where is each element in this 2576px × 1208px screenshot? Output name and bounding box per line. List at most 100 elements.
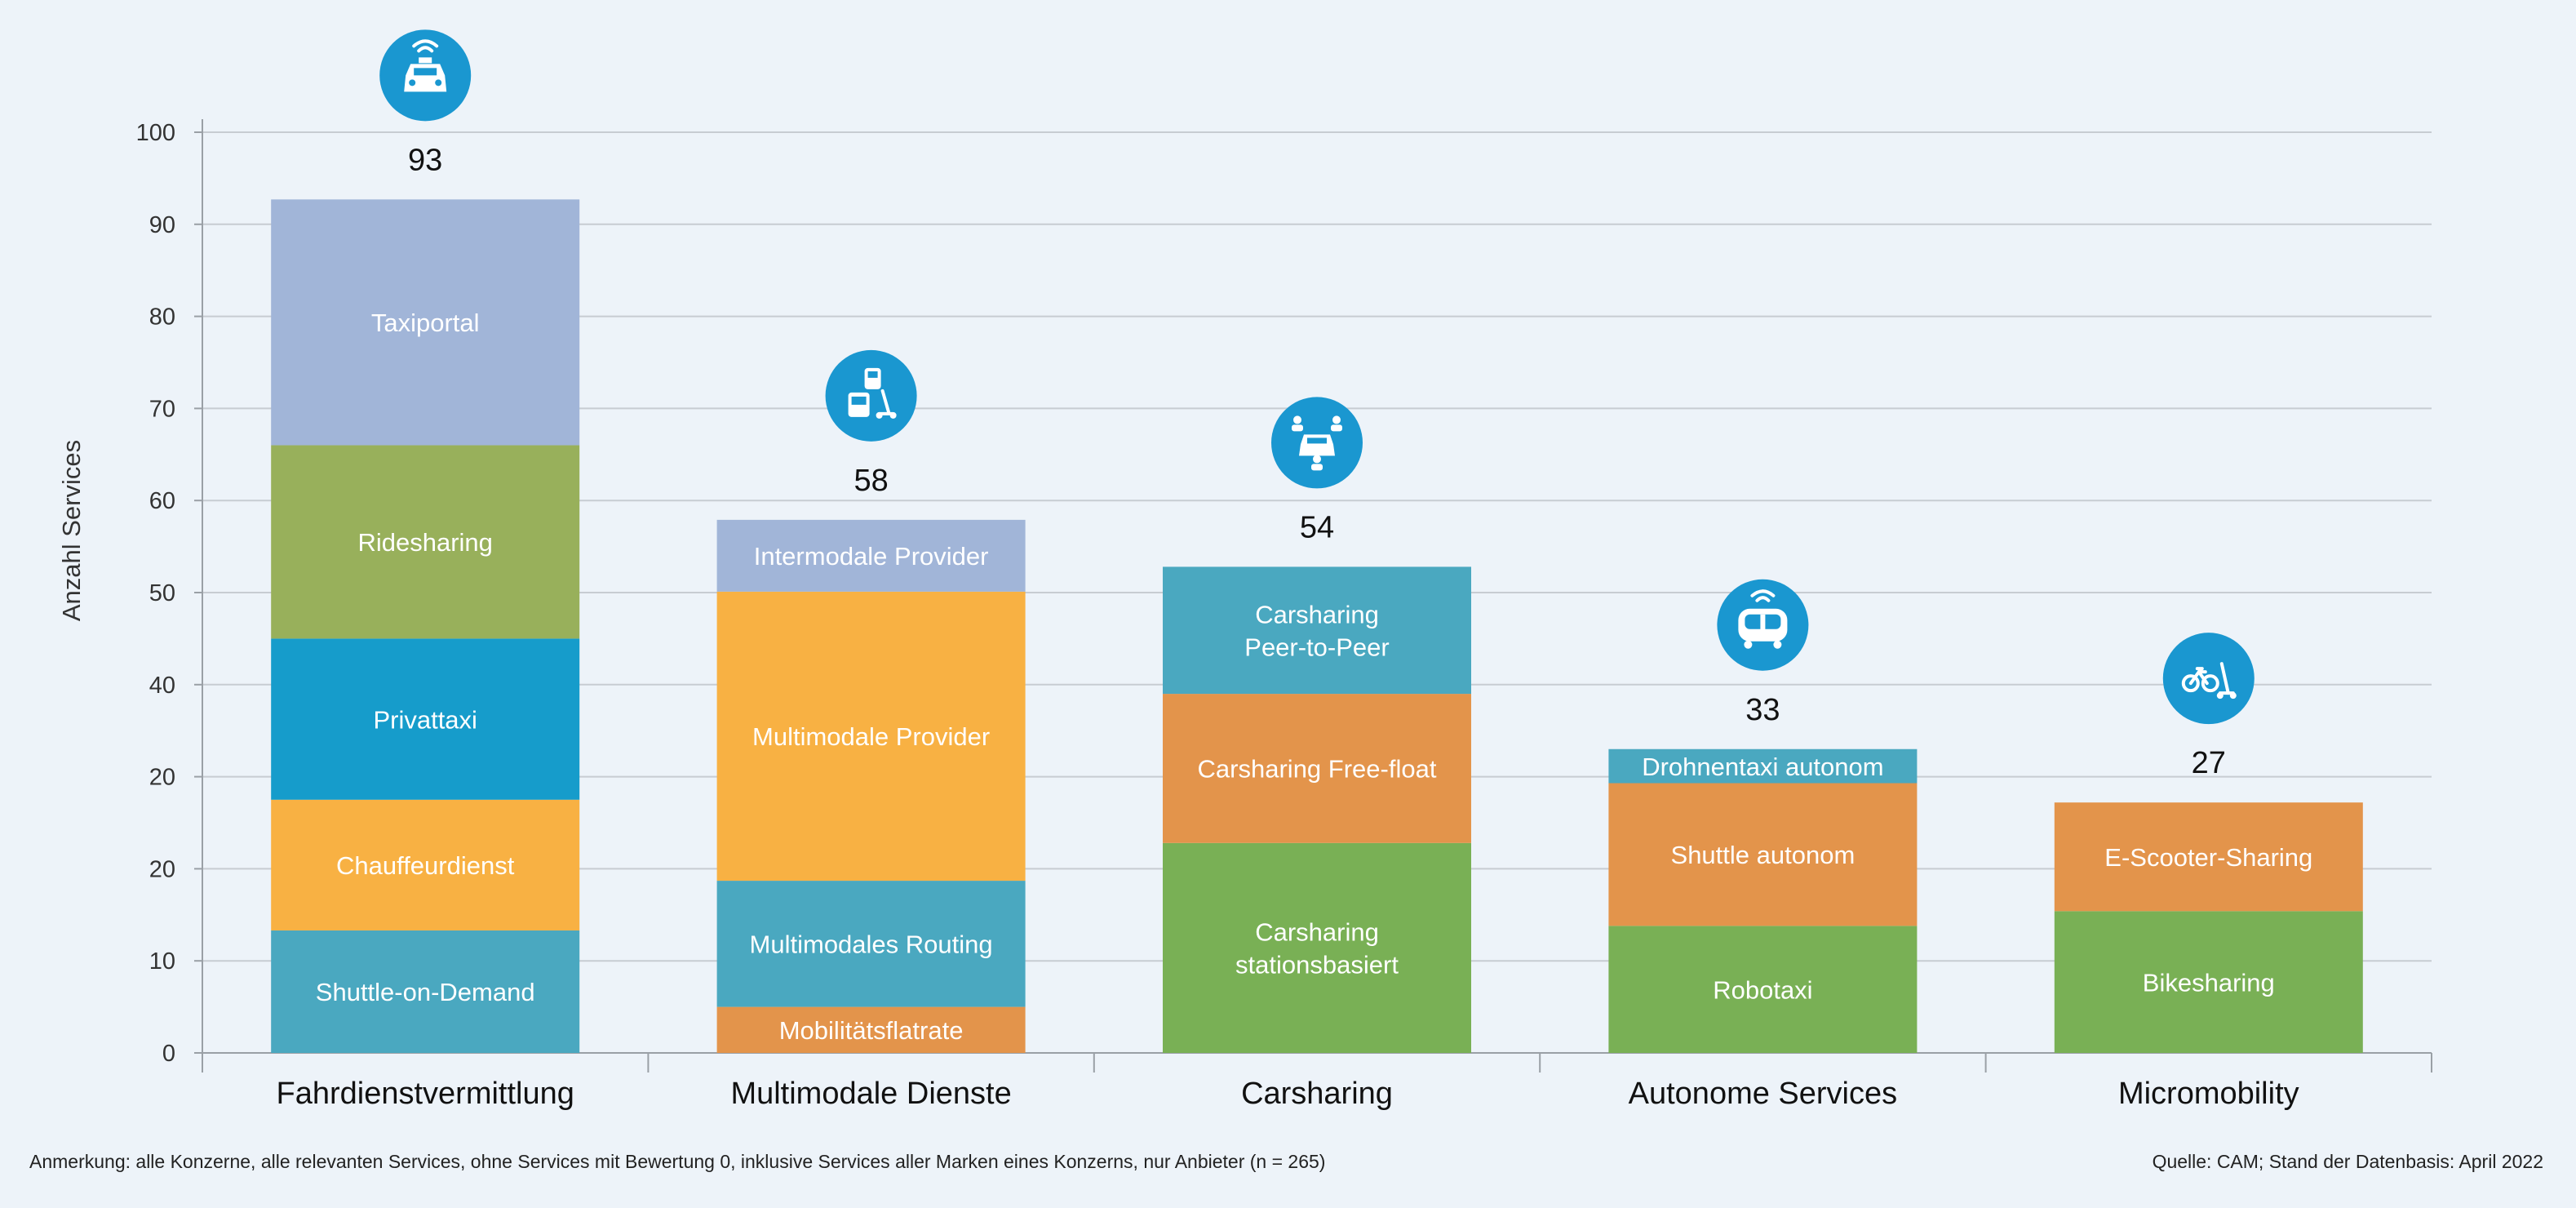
y-tick-label: 90 — [149, 212, 175, 238]
bike-wheel — [2201, 674, 2219, 693]
segment-label: Privattaxi — [373, 705, 477, 734]
segment-label: Multimodales Routing — [750, 930, 993, 958]
footnote-remark: Anmerkung: alle Konzerne, alle relevante… — [29, 1151, 1326, 1172]
bar-segment — [1608, 926, 1918, 1053]
segment-label: Drohnentaxi autonom — [1642, 753, 1883, 781]
wifi-arc — [417, 46, 434, 53]
segment-label: Multimodale Provider — [752, 722, 990, 751]
segment-label: Bikesharing — [2143, 968, 2275, 997]
segment-label-line: Multimodale Provider — [752, 722, 990, 751]
total-label: 58 — [853, 464, 888, 498]
segment-label-line: stationsbasiert — [1235, 951, 1399, 979]
y-tick-label: 80 — [149, 304, 175, 331]
total-label: 93 — [408, 143, 442, 177]
segment-label-line: Taxiportal — [371, 309, 480, 337]
x-category-label: Multimodale Dienste — [730, 1077, 1011, 1111]
segment-label: Shuttle autonom — [1671, 841, 1856, 869]
taxi-sign — [419, 57, 432, 64]
x-category-label: Carsharing — [1241, 1077, 1393, 1111]
y-tick-label: 10 — [149, 948, 175, 975]
bar-segment — [271, 199, 580, 446]
segment-label: Carsharing Free-float — [1198, 755, 1437, 784]
segment-label-line: Ridesharing — [357, 528, 492, 557]
person-head — [1332, 415, 1341, 424]
segment-label: Chauffeurdienst — [336, 851, 515, 880]
segment-label-line: Drohnentaxi autonom — [1642, 753, 1883, 781]
person-body — [1311, 464, 1323, 471]
segment-label-line: Multimodales Routing — [750, 930, 993, 958]
scooter-wheel — [876, 411, 883, 419]
category-icons — [379, 29, 2255, 725]
bar-segment — [1608, 783, 1918, 926]
bike-scooter-icon — [2162, 633, 2255, 725]
footnote-source: Quelle: CAM; Stand der Datenbasis: April… — [2152, 1151, 2543, 1172]
bus-train-scooter-icon — [825, 349, 917, 442]
segment-label-line: E-Scooter-Sharing — [2104, 843, 2312, 872]
segment-label-line: Shuttle autonom — [1671, 841, 1856, 869]
headlight — [409, 79, 416, 87]
x-category-label: Micromobility — [2118, 1077, 2299, 1111]
wifi-arc — [412, 39, 439, 48]
scooter-wheel — [2216, 692, 2224, 699]
bar-segment — [271, 930, 580, 1053]
bike-frame — [2188, 667, 2209, 686]
segment-label-line: Carsharing — [1255, 600, 1379, 628]
y-tick-label: 40 — [149, 673, 175, 699]
segment-label-line: Shuttle-on-Demand — [316, 978, 535, 1006]
segment-label: Mobilitätsflatrate — [779, 1016, 964, 1045]
segment-label-line: Intermodale Provider — [754, 542, 989, 571]
total-label: 54 — [1300, 510, 1334, 544]
axes: 0 10 20 20 40 50 60 70 80 90 100 Fahrdienstvermittl… — [136, 119, 2432, 1111]
bar-segment — [716, 519, 1026, 592]
segment-label: Carsharing stationsbasiert — [1235, 918, 1399, 979]
icon-circle — [825, 349, 917, 442]
scooter-wheel — [2229, 692, 2237, 699]
bar-segment — [716, 591, 1026, 882]
bar-segment — [2054, 802, 2363, 912]
segment-label-line: Carsharing Free-float — [1198, 755, 1437, 784]
segment-label: Robotaxi — [1713, 975, 1812, 1004]
segment-label-line: Chauffeurdienst — [336, 851, 515, 880]
segment-label-line: Bikesharing — [2143, 968, 2275, 997]
total-label: 27 — [2192, 746, 2226, 780]
bus-window — [851, 396, 867, 405]
segment-label: E-Scooter-Sharing — [2104, 843, 2312, 872]
x-category-label: Fahrdienstvermittlung — [277, 1077, 574, 1111]
segment-label-line: Mobilitätsflatrate — [779, 1016, 964, 1045]
bar-segment — [271, 445, 580, 639]
segment-label-line: Peer-to-Peer — [1244, 633, 1389, 661]
segment-label: Ridesharing — [357, 528, 492, 557]
y-tick-label: 20 — [149, 765, 175, 791]
person-head — [1313, 455, 1321, 464]
y-tick-label: 70 — [149, 396, 175, 422]
bar-segment — [1163, 842, 1471, 1053]
bar-segment — [271, 799, 580, 930]
total-label: 33 — [1745, 693, 1780, 727]
x-category-label: Autonome Services — [1629, 1077, 1898, 1111]
autonomous-vehicle-icon — [1717, 579, 1809, 671]
segment-label: Carsharing Peer-to-Peer — [1244, 600, 1389, 661]
person-body — [1292, 424, 1303, 432]
y-tick-label: 50 — [149, 580, 175, 606]
bar-segment — [1163, 566, 1471, 695]
car-body — [1299, 434, 1335, 456]
y-tick-label: 100 — [136, 120, 175, 146]
person-head — [1293, 415, 1301, 424]
segment-label: Taxiportal — [371, 309, 480, 337]
segment-label-line: Privattaxi — [373, 705, 477, 734]
person-body — [1331, 424, 1342, 432]
bar-segment — [1608, 748, 1918, 784]
bar-segment — [271, 638, 580, 800]
pod-wheel — [1773, 640, 1782, 649]
headlight — [435, 79, 442, 87]
train-window — [867, 371, 878, 378]
icon-circle — [2162, 633, 2255, 725]
segment-label: Shuttle-on-Demand — [316, 978, 535, 1006]
pod-divider — [1760, 614, 1766, 636]
shared-car-icon — [1271, 397, 1363, 489]
bar-segment — [2054, 911, 2363, 1053]
y-tick-label: 60 — [149, 488, 175, 514]
y-tick-label: 20 — [149, 856, 175, 882]
segment-label: Intermodale Provider — [754, 542, 989, 571]
